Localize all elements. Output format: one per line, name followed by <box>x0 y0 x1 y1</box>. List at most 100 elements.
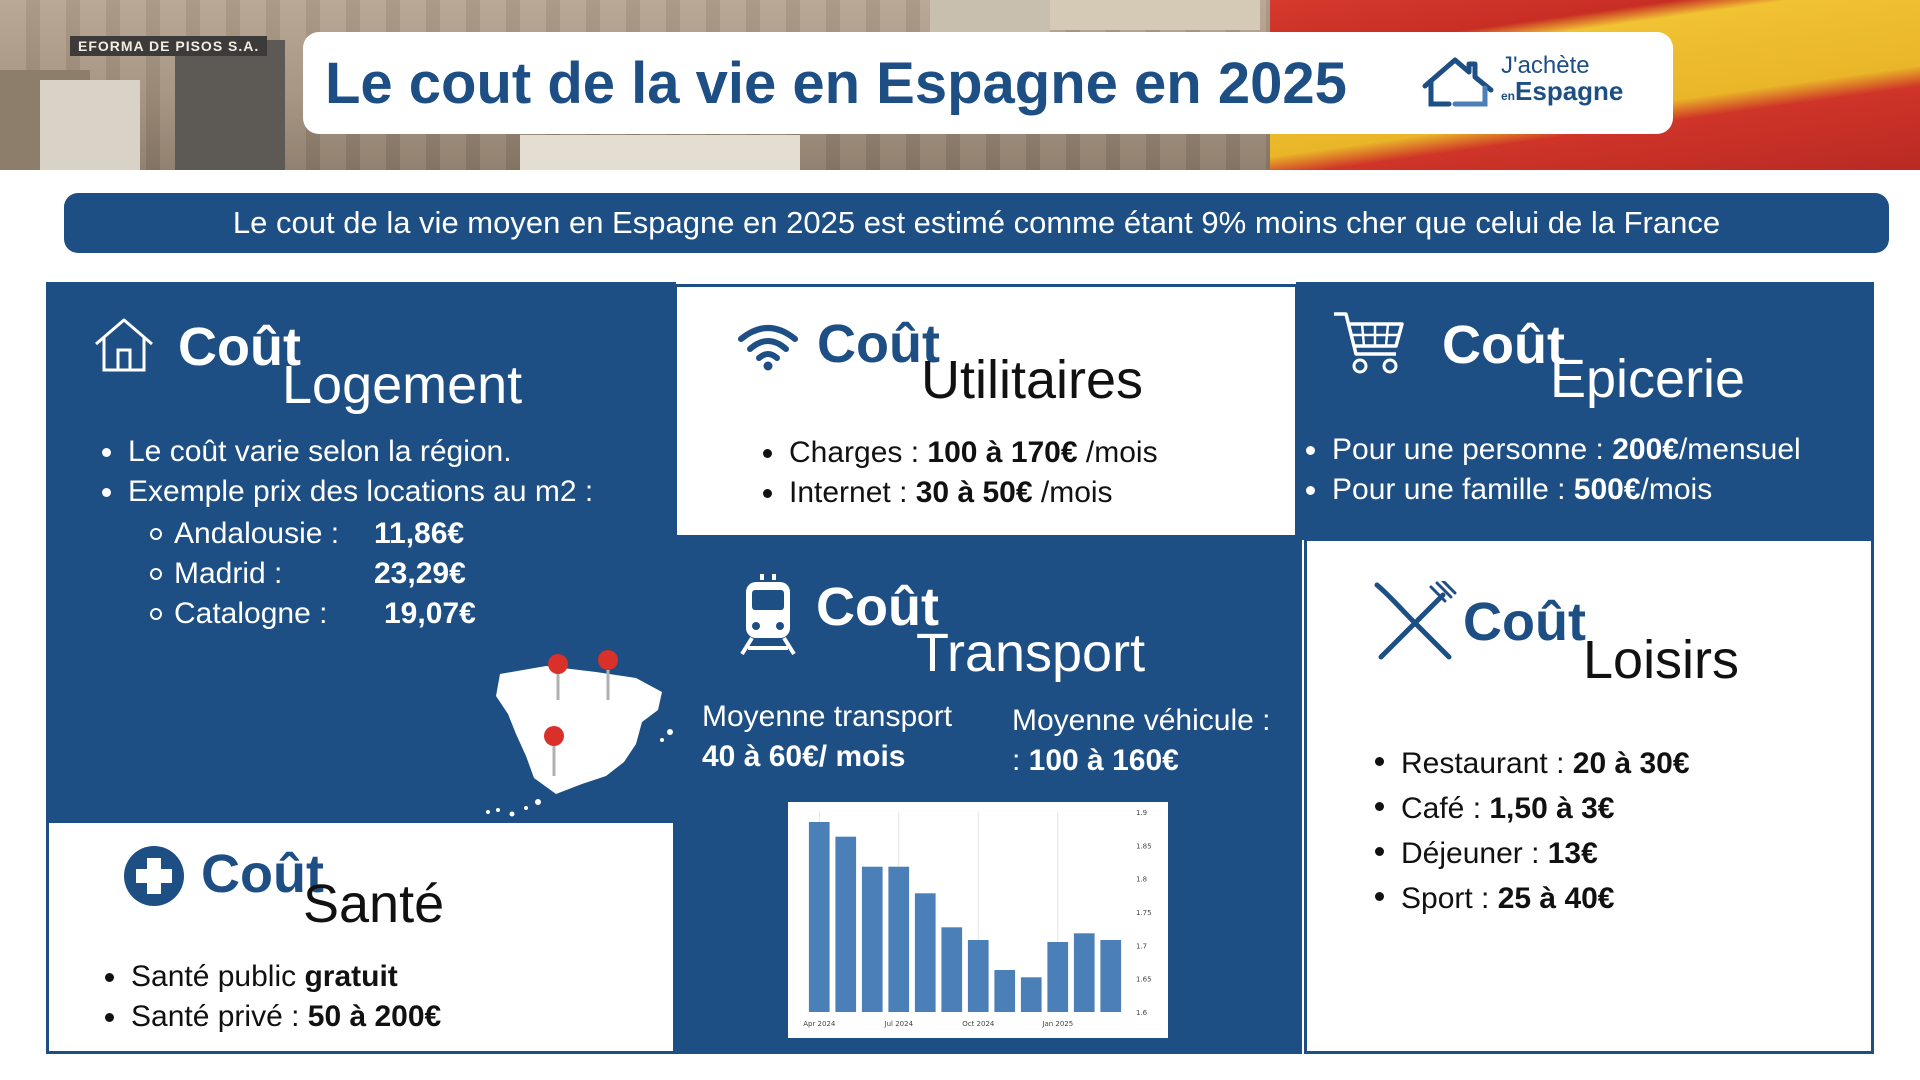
item-label: Pour une famille : <box>1332 473 1574 506</box>
list-item: Café : 1,50 à 3€ <box>1369 786 1690 831</box>
wifi-icon <box>738 325 798 371</box>
x-tick-label: Apr 2024 <box>803 1020 836 1028</box>
chart-bar <box>1047 942 1069 1012</box>
sante-list: Santé public gratuit Santé privé : 50 à … <box>99 957 441 1037</box>
logo-line1: J'achète <box>1501 52 1590 79</box>
x-tick-label: Jan 2025 <box>1041 1020 1073 1028</box>
chart-bar <box>1073 933 1095 1012</box>
y-tick-label: 1.7 <box>1136 942 1147 950</box>
item-value: 500€ <box>1573 473 1641 506</box>
map-pin <box>548 654 568 674</box>
list-item: Internet : 30 à 50€ /mois <box>757 473 1158 513</box>
avg-vehicle-value: 100 à 160€ <box>1028 744 1179 777</box>
shopping-cart-icon <box>1334 312 1404 374</box>
logement-cout: Coût <box>178 317 301 377</box>
item-label: Pour une personne : <box>1332 433 1613 466</box>
logo-line2: Espagne <box>1515 76 1624 106</box>
train-icon <box>740 574 796 656</box>
page-title: Le cout de la vie en Espagne en 2025 <box>325 51 1347 116</box>
panel-transport: Coût Transport Moyenne transport 40 à 60… <box>674 536 1302 1054</box>
building <box>175 40 285 170</box>
utilitaires-cout: Coût <box>817 314 940 374</box>
house-icon <box>95 318 153 372</box>
x-tick-label: Jul 2024 <box>884 1020 914 1028</box>
region-item: Madrid : 23,29€ <box>146 554 476 594</box>
avg-vehicle-prefix: : <box>1012 744 1029 777</box>
avg-vehicle-value-row: : 100 à 160€ <box>1012 744 1179 778</box>
header-banner: EFORMA DE PISOS S.A. Le cout de la vie e… <box>0 0 1920 170</box>
item-value: 200€ <box>1612 433 1679 466</box>
map-pin <box>544 726 564 746</box>
item-suffix: /mensuel <box>1678 433 1801 466</box>
map-pin <box>598 650 618 670</box>
chart-bar <box>941 927 963 1012</box>
chart-svg: Apr 2024 Jul 2024 Oct 2024 Jan 2025 1.9 1.85 1… <box>803 809 1152 1028</box>
spain-map-icon <box>486 650 683 817</box>
loisirs-cout: Coût <box>1463 592 1586 652</box>
item-label: Santé privé : <box>131 1000 308 1033</box>
building <box>40 80 140 170</box>
loisirs-list: Restaurant : 20 à 30€ Café : 1,50 à 3€ D… <box>1369 741 1690 921</box>
list-item: Charges : 100 à 170€ /mois <box>757 433 1158 473</box>
y-tick-label: 1.75 <box>1136 909 1152 917</box>
item-value: 13€ <box>1547 837 1598 870</box>
region-item: Catalogne : 19,07€ <box>146 594 476 634</box>
avg-transport-label: Moyenne transport <box>702 700 953 733</box>
y-tick-label: 1.6 <box>1136 1009 1148 1017</box>
y-tick-label: 1.9 <box>1136 809 1147 817</box>
region-name: Madrid : <box>174 557 283 590</box>
item-value: 50 à 200€ <box>307 1000 442 1033</box>
region-price: 19,07€ <box>384 597 476 630</box>
chart-bar <box>861 866 883 1012</box>
logement-list: Le coût varie selon la région. Exemple p… <box>96 432 593 512</box>
list-item: Déjeuner : 13€ <box>1369 831 1690 876</box>
list-item: Pour une famille : 500€/mois <box>1300 470 1801 510</box>
y-tick-label: 1.8 <box>1136 876 1147 884</box>
y-tick-label: 1.65 <box>1136 976 1152 984</box>
panel-utilitaires: Coût Utilitaires Charges : 100 à 170€ /m… <box>674 284 1298 538</box>
building <box>520 135 800 170</box>
fuel-price-chart: Apr 2024 Jul 2024 Oct 2024 Jan 2025 1.9 1.85 1… <box>788 802 1168 1038</box>
item-value: 20 à 30€ <box>1572 747 1690 780</box>
title-card: Le cout de la vie en Espagne en 2025 J'a… <box>303 32 1673 134</box>
epicerie-label: Epicerie <box>1550 349 1746 409</box>
panel-epicerie: Coût Epicerie Pour une personne : 200€/m… <box>1296 282 1874 540</box>
loisirs-label: Loisirs <box>1583 630 1740 690</box>
chart-bar <box>914 893 936 1012</box>
item-label: Déjeuner : <box>1401 837 1548 870</box>
building <box>1050 0 1260 30</box>
y-tick-label: 1.85 <box>1136 842 1152 850</box>
item-label: Santé public <box>131 960 305 993</box>
chart-bar <box>835 836 857 1012</box>
list-item: Exemple prix des locations au m2 : <box>96 472 593 512</box>
panel-sante: Coût Santé Santé public gratuit Santé pr… <box>46 820 676 1054</box>
house-logo-icon <box>1422 57 1494 107</box>
chart-bar <box>888 866 910 1012</box>
item-value: 1,50 à 3€ <box>1489 792 1615 825</box>
region-item: Andalousie : 11,86€ <box>146 514 476 554</box>
item-label: Café : <box>1401 792 1490 825</box>
chart-bar <box>994 970 1016 1012</box>
panel-loisirs: Coût Loisirs Restaurant : 20 à 30€ Café … <box>1304 538 1874 1054</box>
logo-en: en <box>1501 89 1516 103</box>
list-item: Pour une personne : 200€/mensuel <box>1300 430 1801 470</box>
item-label: Restaurant : <box>1401 747 1573 780</box>
region-name: Andalousie : <box>174 517 340 550</box>
item-suffix: /mois <box>1640 473 1713 506</box>
chart-bar <box>1020 977 1042 1012</box>
logo: J'achète enEspagne <box>1421 48 1641 118</box>
item-value: 100 à 170€ <box>927 436 1078 469</box>
list-item: Le coût varie selon la région. <box>96 432 593 472</box>
avg-transport-value: 40 à 60€/ mois <box>702 740 906 773</box>
utilitaires-label: Utilitaires <box>921 350 1144 410</box>
subtitle-bar: Le cout de la vie moyen en Espagne en 20… <box>64 193 1889 253</box>
x-tick-label: Oct 2024 <box>962 1020 995 1028</box>
sante-cout: Coût <box>201 844 324 904</box>
epicerie-cout: Coût <box>1442 315 1565 375</box>
sante-label: Santé <box>303 874 445 934</box>
store-sign: EFORMA DE PISOS S.A. <box>70 36 268 56</box>
logement-label: Logement <box>282 355 523 415</box>
chart-bar <box>1100 940 1122 1012</box>
item-label: Charges : <box>789 436 928 469</box>
building <box>930 0 1050 32</box>
